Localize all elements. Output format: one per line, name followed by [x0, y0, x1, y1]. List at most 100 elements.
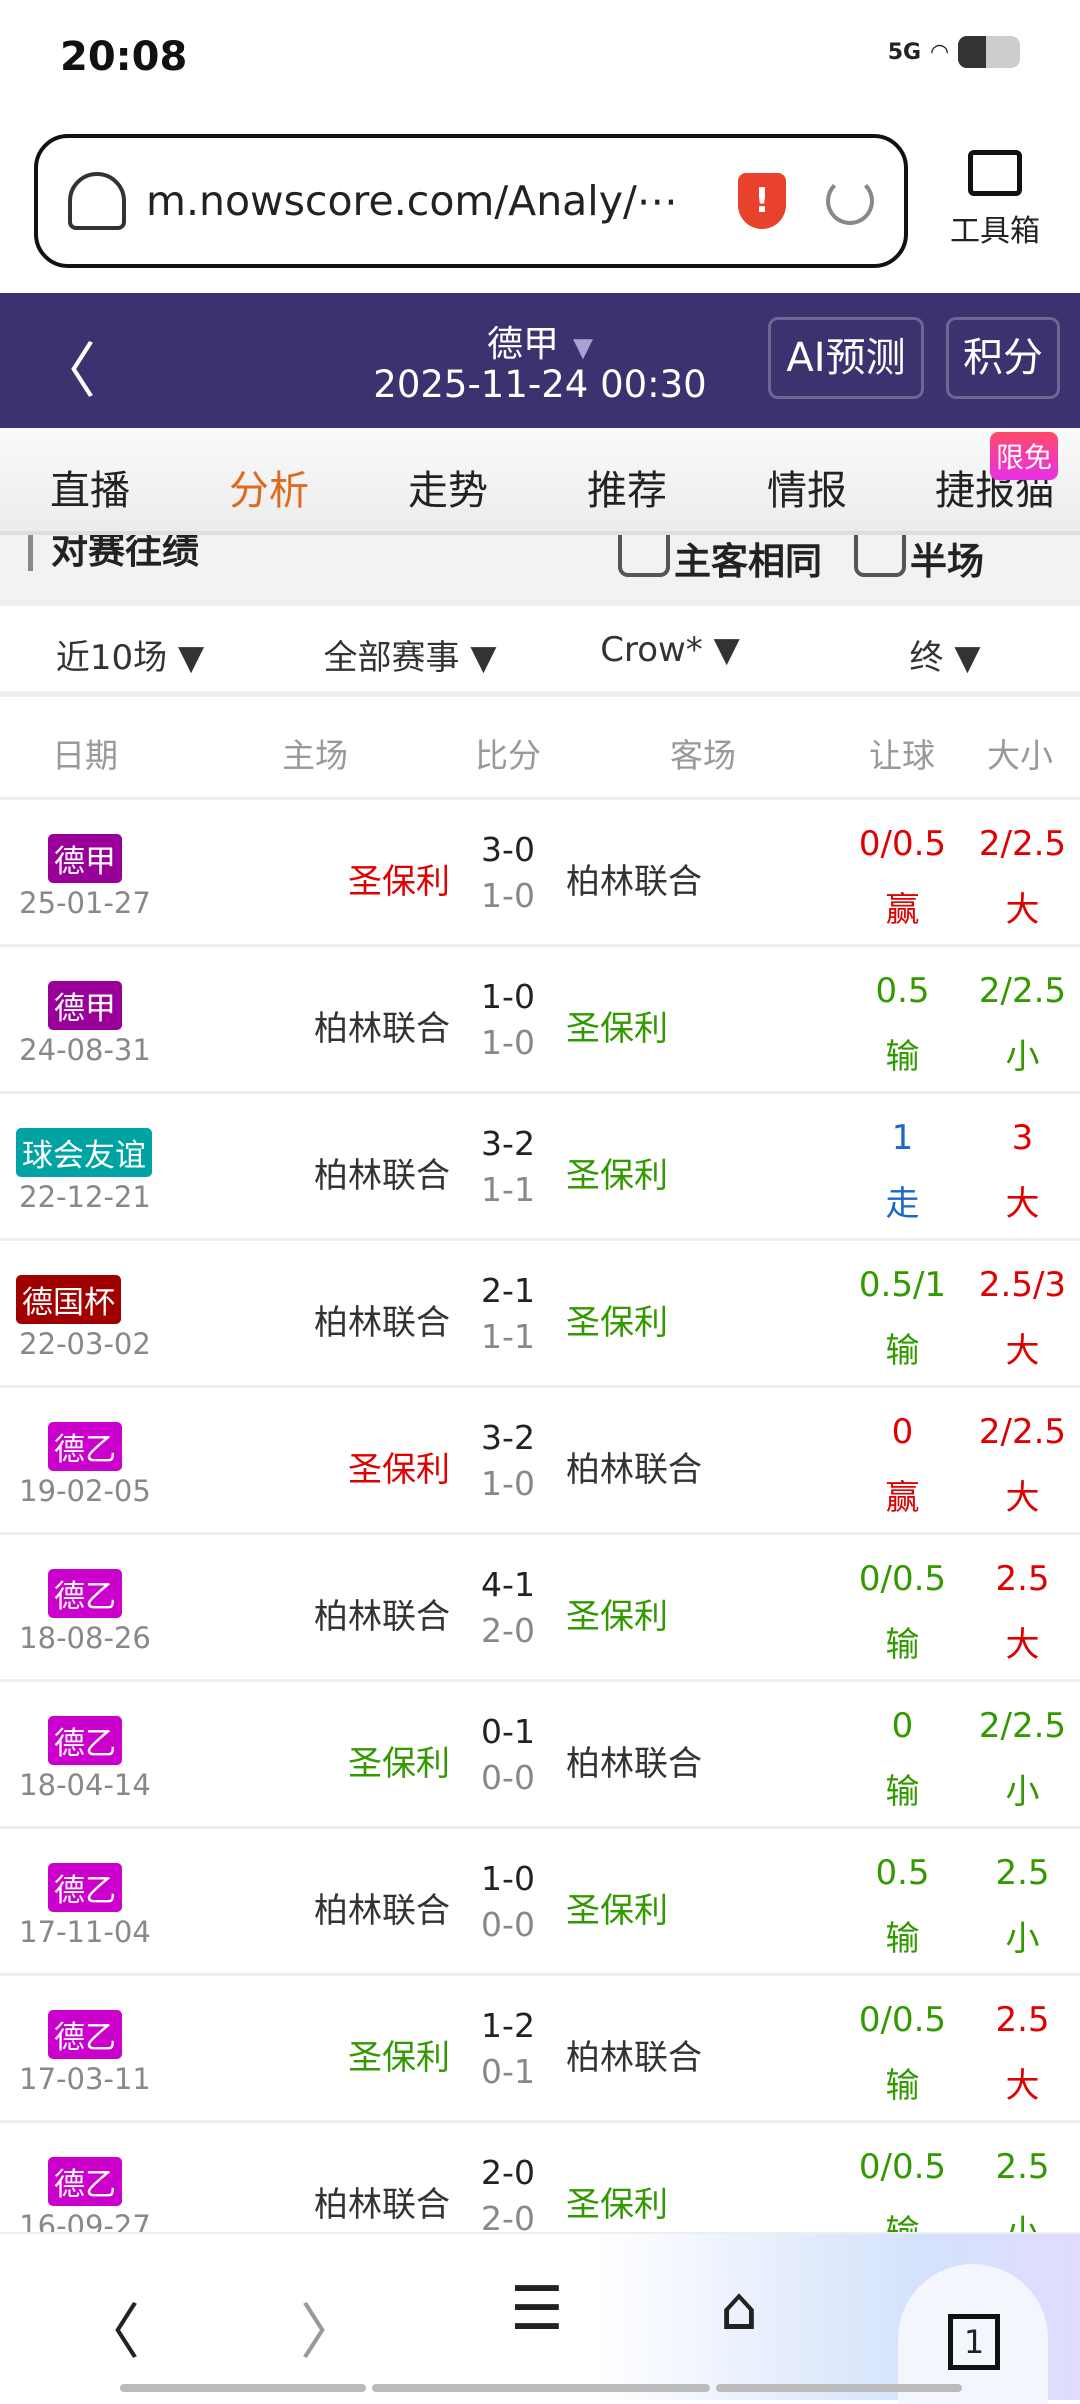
match-row[interactable]: 德乙 18-04-14 圣保利 0-1 0-0 柏林联合 0 输 2/2.5 小	[0, 1682, 1080, 1829]
reload-icon[interactable]	[826, 177, 874, 225]
away-team[interactable]: 圣保利	[566, 2185, 668, 2225]
back-icon[interactable]: 〈	[36, 337, 96, 407]
league-tag: 德乙	[48, 1422, 122, 1471]
over-under-result: 小	[1005, 1772, 1040, 1812]
odds-stage-filter[interactable]: 终 ▼	[909, 638, 981, 678]
league-tag: 德国杯	[16, 1275, 121, 1324]
match-row[interactable]: 德乙 18-08-26 柏林联合 4-1 2-0 圣保利 0/0.5 输 2.5…	[0, 1535, 1080, 1682]
half-time-score: 1-0	[481, 1023, 535, 1062]
half-time-score: 2-0	[481, 2199, 535, 2238]
away-team[interactable]: 柏林联合	[566, 1744, 702, 1784]
tab-intel[interactable]: 情报	[767, 468, 847, 514]
league-selector[interactable]: 德甲 ▼	[0, 315, 1080, 367]
over-under-result: 大	[1005, 1331, 1040, 1371]
url-text[interactable]: m.nowscore.com/Analy/⋯	[146, 177, 678, 225]
tab-analysis[interactable]: 分析	[229, 468, 309, 514]
competition-filter[interactable]: 全部赛事 ▼	[323, 638, 497, 678]
over-under-result: 大	[1005, 890, 1040, 930]
forward-icon[interactable]: 〉	[300, 2298, 360, 2368]
half-time-score: 1-1	[481, 1170, 535, 1209]
match-date: 18-08-26	[19, 1621, 151, 1655]
away-team[interactable]: 圣保利	[566, 1891, 668, 1931]
match-date: 17-03-11	[19, 2062, 151, 2096]
match-row[interactable]: 德甲 25-01-27 圣保利 3-0 1-0 柏林联合 0/0.5 赢 2/2…	[0, 800, 1080, 947]
home-team[interactable]: 柏林联合	[314, 1303, 450, 1343]
toolbox-button[interactable]: 工具箱	[940, 150, 1050, 250]
kickoff-time: 2025-11-24 00:30	[373, 363, 707, 406]
tab-recommend[interactable]: 推荐	[587, 468, 667, 514]
over-under-result: 小	[1005, 1037, 1040, 1077]
handicap-result: 输	[885, 1331, 920, 1371]
bookmaker-filter[interactable]: Crow* ▼	[600, 630, 740, 670]
match-row[interactable]: 德乙 17-11-04 柏林联合 1-0 0-0 圣保利 0.5 输 2.5 小	[0, 1829, 1080, 1976]
count-filter[interactable]: 近10场 ▼	[55, 638, 205, 678]
ai-predict-button[interactable]: AI预测	[768, 317, 924, 399]
away-team[interactable]: 圣保利	[566, 1303, 668, 1343]
home-icon[interactable]: ⌂	[720, 2274, 759, 2344]
filter-label: 终	[909, 638, 944, 678]
wifi-icon: ◠	[931, 39, 948, 65]
away-team[interactable]: 柏林联合	[566, 2038, 702, 2078]
match-row[interactable]: 德乙 17-03-11 圣保利 1-2 0-1 柏林联合 0/0.5 输 2.5…	[0, 1976, 1080, 2123]
status-bar: 20:08 5G ◠	[0, 0, 1080, 120]
league-tag: 德乙	[48, 2157, 122, 2206]
home-team[interactable]: 柏林联合	[314, 2185, 450, 2225]
home-team[interactable]: 柏林联合	[314, 1009, 450, 1049]
filter-label: 全部赛事	[323, 638, 460, 678]
tab-switcher-button[interactable]: 1	[898, 2264, 1048, 2404]
league-tag: 德乙	[48, 2010, 122, 2059]
handicap-result: 输	[885, 1772, 920, 1812]
tab-live[interactable]: 直播	[50, 468, 130, 514]
league-tag: 德乙	[48, 1716, 122, 1765]
col-score: 比分	[475, 736, 541, 775]
full-time-score: 3-2	[481, 1124, 535, 1163]
menu-icon[interactable]: ☰	[510, 2274, 564, 2344]
site-icon	[68, 172, 126, 230]
half-time-score: 0-1	[481, 2052, 535, 2091]
handicap-line: 1	[891, 1118, 914, 1158]
standings-button[interactable]: 积分	[946, 317, 1060, 399]
away-team[interactable]: 圣保利	[566, 1597, 668, 1637]
match-row[interactable]: 德乙 19-02-05 圣保利 3-2 1-0 柏林联合 0 赢 2/2.5 大	[0, 1388, 1080, 1535]
tab-trend[interactable]: 走势	[408, 468, 488, 514]
home-team[interactable]: 圣保利	[348, 1450, 450, 1490]
away-team[interactable]: 柏林联合	[566, 862, 702, 902]
security-warning-icon[interactable]: !	[738, 173, 786, 229]
match-row[interactable]: 德国杯 22-03-02 柏林联合 2-1 1-1 圣保利 0.5/1 输 2.…	[0, 1241, 1080, 1388]
over-under-result: 小	[1005, 1919, 1040, 1959]
home-team[interactable]: 柏林联合	[314, 1597, 450, 1637]
tab-count: 1	[948, 2314, 1000, 2370]
match-row[interactable]: 德甲 24-08-31 柏林联合 1-0 1-0 圣保利 0.5 输 2/2.5…	[0, 947, 1080, 1094]
full-time-score: 3-0	[481, 830, 535, 869]
match-date: 24-08-31	[19, 1033, 151, 1067]
over-under-result: 大	[1005, 1478, 1040, 1518]
half-time-score: 1-1	[481, 1317, 535, 1356]
away-team[interactable]: 圣保利	[566, 1009, 668, 1049]
over-under-line: 2.5	[995, 1559, 1050, 1599]
home-team[interactable]: 圣保利	[348, 862, 450, 902]
half-time-checkbox[interactable]	[854, 535, 906, 577]
over-under-line: 2.5	[995, 2000, 1050, 2040]
match-date: 25-01-27	[19, 886, 151, 920]
away-team[interactable]: 柏林联合	[566, 1450, 702, 1490]
col-handicap: 让球	[869, 736, 935, 775]
home-team[interactable]: 圣保利	[348, 2038, 450, 2078]
back-icon[interactable]: 〈	[80, 2298, 140, 2368]
match-date: 19-02-05	[19, 1474, 151, 1508]
gesture-bar	[716, 2384, 962, 2392]
away-team[interactable]: 圣保利	[566, 1156, 668, 1196]
league-tag: 德乙	[48, 1569, 122, 1618]
home-team[interactable]: 圣保利	[348, 1744, 450, 1784]
match-row[interactable]: 球会友谊 22-12-21 柏林联合 3-2 1-1 圣保利 1 走 3 大	[0, 1094, 1080, 1241]
address-bar[interactable]: m.nowscore.com/Analy/⋯ !	[34, 134, 908, 268]
half-time-score: 0-0	[481, 1905, 535, 1944]
match-date: 17-11-04	[19, 1915, 151, 1949]
half-time-score: 0-0	[481, 1758, 535, 1797]
same-home-away-checkbox[interactable]	[618, 535, 670, 577]
gesture-bar	[120, 2384, 366, 2392]
home-team[interactable]: 柏林联合	[314, 1156, 450, 1196]
over-under-result: 大	[1005, 1184, 1040, 1224]
league-tag: 德甲	[48, 981, 122, 1030]
col-away: 客场	[670, 736, 736, 775]
home-team[interactable]: 柏林联合	[314, 1891, 450, 1931]
